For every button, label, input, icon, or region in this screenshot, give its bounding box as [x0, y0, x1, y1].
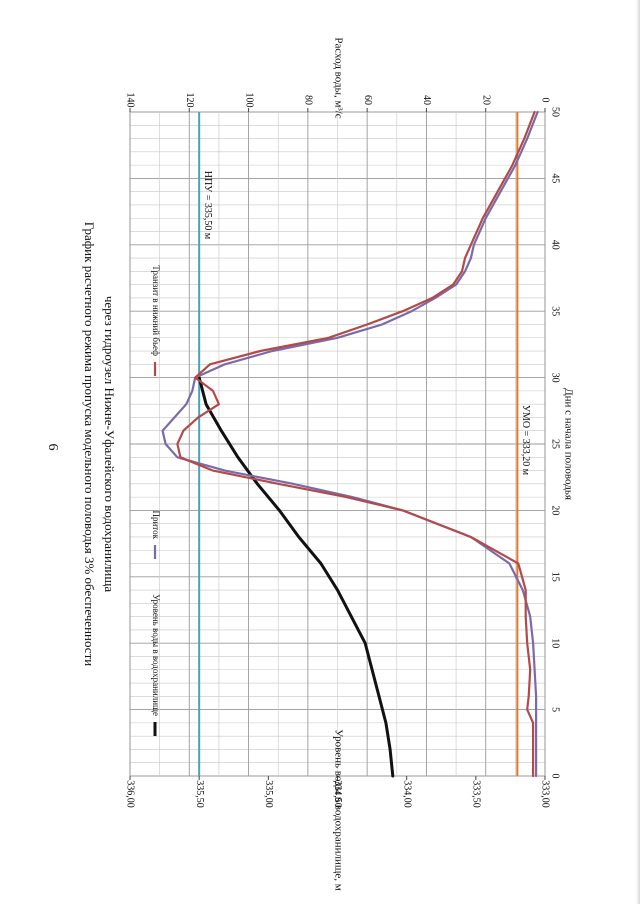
y-right-tick-label: 120	[184, 93, 195, 108]
x-tick-label: 45	[550, 173, 561, 183]
y-left-tick-label: 336,00	[125, 780, 136, 808]
y-right-axis-title: Расход воды, м³/с	[332, 37, 344, 118]
reference-line-label: УМО = 333,20 м	[520, 405, 531, 476]
x-tick-label: 5	[550, 707, 561, 712]
y-left-tick-label: 334,00	[401, 780, 412, 808]
x-tick-label: 10	[550, 638, 561, 648]
page-edge	[636, 0, 640, 904]
y-left-axis-title: Уровень воды в водохранилище, м	[332, 729, 344, 890]
series-line	[197, 376, 395, 778]
x-tick-label: 25	[550, 439, 561, 449]
x-tick-label: 50	[550, 107, 561, 117]
x-tick-label: 40	[550, 240, 561, 250]
y-right-tick-label: 140	[125, 93, 136, 108]
legend-label: Уровень воды в водохранилище	[151, 594, 161, 716]
chart-subtitle: через гидроузел Нижне-Уфалейского водохр…	[102, 296, 117, 593]
y-left-tick-label: 333,50	[471, 780, 482, 808]
legend-label: Приток	[151, 510, 161, 539]
y-right-tick-label: 20	[480, 95, 491, 105]
x-tick-label: 0	[550, 774, 561, 779]
x-tick-label: 35	[550, 306, 561, 316]
y-left-tick-label: 335,00	[263, 780, 274, 808]
y-right-tick-label: 100	[243, 93, 254, 108]
y-right-tick-label: 60	[362, 95, 373, 105]
y-left-tick-label: 334,50	[332, 780, 343, 808]
legend-label: Транзит в нижний бьеф	[151, 265, 161, 356]
y-right-tick-label: 40	[421, 95, 432, 105]
x-tick-label: 30	[550, 373, 561, 383]
x-tick-label: 20	[550, 505, 561, 515]
y-right-tick-label: 80	[303, 95, 314, 105]
y-left-tick-label: 333,00	[540, 780, 551, 808]
y-left-tick-label: 335,50	[194, 780, 205, 808]
series-line	[176, 110, 536, 778]
x-tick-label: 15	[550, 572, 561, 582]
y-right-tick-label: 0	[540, 98, 551, 103]
reference-line-label: НПУ = 335,50 м	[202, 171, 213, 240]
series-line	[161, 110, 539, 778]
x-axis-title: Дни с начала половодья	[562, 388, 574, 500]
chart-title: График расчетного режима пропуска модель…	[82, 222, 97, 666]
